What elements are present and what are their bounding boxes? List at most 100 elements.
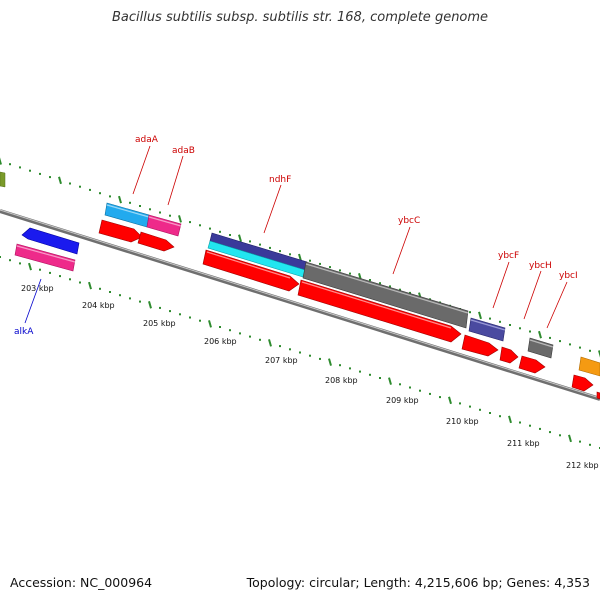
ruler-minor-dot (519, 421, 521, 424)
position-label: 212 kbp (566, 461, 599, 470)
ruler-minor-dot (219, 326, 221, 328)
position-label: 211 kbp (507, 439, 540, 448)
ruler-major-tick (0, 157, 2, 165)
feature-ndhF-cds[interactable] (202, 249, 300, 292)
feature-ybcI-gene[interactable] (527, 337, 554, 359)
label-leader-lines (24, 145, 568, 329)
feature-adaA-cds[interactable] (98, 219, 143, 243)
ruler-minor-dot (69, 278, 71, 281)
genome-backbone-highlight (0, 209, 600, 399)
feature-adaA-gene-highlight (106, 204, 150, 218)
feature-adaB-gene[interactable] (146, 214, 182, 237)
ruler-minor-dot (499, 320, 501, 323)
ruler-minor-dot (579, 440, 581, 443)
gene-label-alkA[interactable]: alkA (14, 327, 34, 337)
ruler-major-tick (478, 311, 482, 320)
ruler-minor-dot (159, 211, 161, 214)
ruler-minor-dot (109, 291, 111, 293)
genome-summary-label: Topology: circular; Length: 4,215,606 bp… (246, 575, 590, 590)
feature-ybcI-cds[interactable] (518, 355, 546, 374)
ruler-major-tick (448, 396, 452, 405)
ruler-minor-dot (209, 227, 211, 230)
ruler-minor-dot (9, 163, 11, 166)
leader-line-adaB (167, 155, 184, 206)
accession-label: Accession: NC_000964 (10, 575, 153, 590)
ruler-minor-dot (359, 370, 361, 373)
gene-label-adaB[interactable]: adaB (172, 146, 195, 156)
ruler-major-tick (508, 415, 512, 424)
ruler-minor-dot (569, 343, 571, 346)
ruler-minor-dot (49, 271, 51, 274)
feature-ndhF-cds-highlight (206, 251, 291, 279)
ruler-minor-dot (69, 182, 71, 185)
ruler-minor-dot (79, 185, 81, 188)
ruler-major-tick (118, 195, 122, 204)
ruler-minor-dot (9, 259, 11, 262)
leader-line-adaA (132, 145, 151, 195)
ruler-minor-dot (119, 294, 121, 297)
feature-ybcH-cds[interactable] (499, 346, 519, 364)
ruler-minor-dot (379, 282, 381, 285)
gene-label-adaA[interactable]: adaA (135, 135, 159, 145)
ruler-minor-dot (319, 357, 321, 360)
ruler-minor-dot (249, 335, 251, 338)
ruler-minor-dot (559, 434, 561, 437)
map-title: Bacillus subtilis subsp. subtilis str. 1… (111, 10, 489, 25)
ruler-minor-dot (99, 287, 101, 290)
ruler-major-tick (598, 350, 600, 358)
ruler-minor-dot (469, 311, 471, 314)
ruler-major-tick (238, 234, 242, 242)
feature-alkA-gene[interactable] (14, 243, 76, 272)
feature-ybcC-gene[interactable] (302, 261, 469, 329)
leader-line-ybcF (492, 261, 510, 309)
ruler-minor-dot (169, 310, 171, 313)
feature-blue-cds[interactable] (21, 227, 80, 255)
ruler-minor-dot (369, 373, 371, 376)
position-label: 205 kbp (143, 319, 176, 328)
feature-ybcC-cds-highlight (301, 281, 452, 329)
feature-adaB-cds[interactable] (137, 231, 175, 252)
leader-line-ybcI (546, 281, 568, 329)
ruler-minor-dot (39, 268, 41, 271)
ruler-minor-dot (399, 383, 401, 386)
gene-label-ndhF[interactable]: ndhF (269, 175, 291, 185)
gene-label-ybcI[interactable]: ybcI (559, 271, 578, 281)
ruler-minor-dot (499, 415, 501, 418)
ruler-minor-dot (339, 364, 341, 367)
ruler-minor-dot (259, 243, 261, 246)
feature-orange-gene[interactable] (578, 356, 600, 377)
feature-ybcC-gene-highlight (305, 263, 469, 314)
gene-label-ybcH[interactable]: ybcH (529, 261, 552, 271)
ruler-minor-dot (239, 332, 241, 335)
ruler-major-tick (568, 434, 572, 443)
ruler-minor-dot (0, 256, 1, 258)
gene-label-ybcC[interactable]: ybcC (398, 216, 420, 226)
ruler-minor-dot (349, 272, 351, 275)
feature-ybcI-gene-highlight (529, 339, 554, 348)
ruler-major-tick (148, 301, 152, 309)
gene-label-ybcF[interactable]: ybcF (498, 251, 519, 261)
ruler-major-tick (268, 339, 272, 347)
position-labels: 203 kbp 204 kbp 205 kbp 206 kbp 207 kbp … (21, 284, 599, 470)
ruler-minor-dot (139, 205, 141, 207)
ruler-minor-dot (529, 424, 531, 427)
ruler-major-tick (28, 262, 32, 271)
feature-edge-cds[interactable] (571, 374, 594, 392)
feature-edge-cds-fragment[interactable] (596, 391, 600, 400)
feature-olive-fragment[interactable] (0, 171, 6, 188)
feature-ybcF-gene[interactable] (468, 317, 506, 342)
feature-ybcC-cds[interactable] (297, 279, 462, 343)
ruler-minor-dot (319, 262, 321, 265)
ruler-minor-dot (399, 288, 401, 291)
ruler-minor-dot (419, 389, 421, 392)
ruler-minor-dot (549, 336, 551, 339)
ruler-minor-dot (179, 313, 181, 316)
ruler-minor-dot (79, 281, 81, 284)
ruler-minor-dot (99, 192, 101, 195)
position-label: 210 kbp (446, 417, 479, 426)
ruler-minor-dot (389, 285, 391, 288)
feature-ybcF-cds[interactable] (461, 334, 499, 357)
ruler-minor-dot (279, 345, 281, 348)
ruler-minor-dot (579, 346, 581, 349)
